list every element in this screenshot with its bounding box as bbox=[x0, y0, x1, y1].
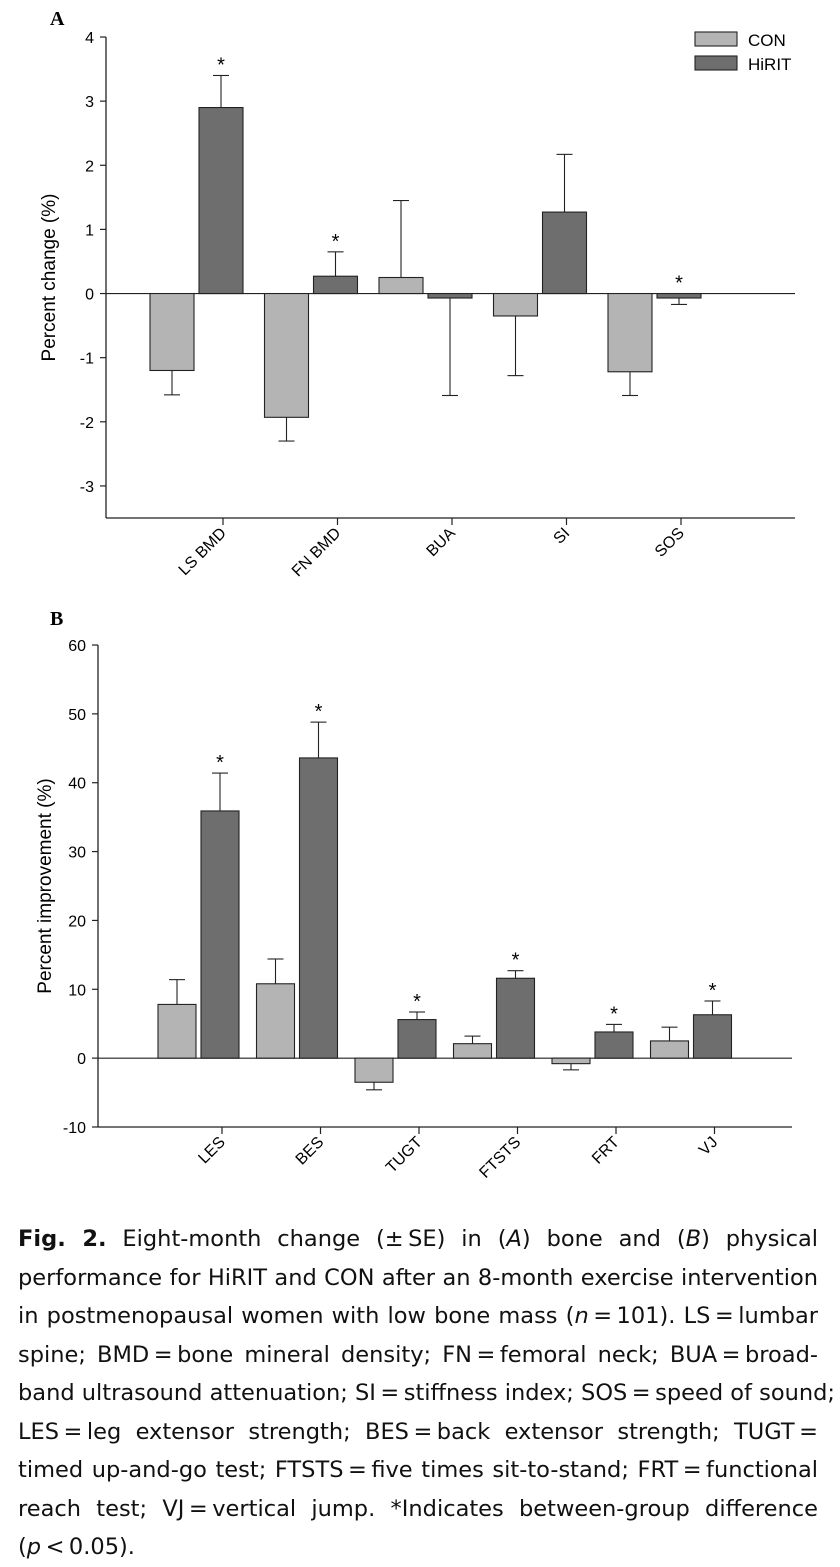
caption-line: Fig. 2. Eight-month change (± SE) in (A)… bbox=[18, 1226, 819, 1252]
x-tick-label: LS BMD bbox=[176, 525, 230, 579]
significance-marker: * bbox=[217, 54, 225, 76]
y-tick-label: 30 bbox=[68, 845, 86, 862]
x-tick-label: BUA bbox=[424, 525, 460, 561]
significance-marker: * bbox=[315, 701, 323, 723]
chart-b: B 60 50 40 30 20 10 0 -10 Percent improvement (%)… bbox=[35, 608, 792, 1182]
y-tick-label: -10 bbox=[63, 1120, 86, 1137]
x-tick-label: TUGT bbox=[383, 1134, 426, 1177]
significance-marker: * bbox=[512, 950, 520, 972]
caption-line: reach test; VJ = vertical jump. *Indicat… bbox=[18, 1495, 818, 1522]
bar-con bbox=[263, 292, 310, 418]
significance-marker: * bbox=[332, 231, 340, 253]
y-axis-label: Percent change (%) bbox=[39, 194, 60, 362]
y-tick-label: 1 bbox=[85, 222, 94, 239]
bar-hirit bbox=[427, 292, 473, 299]
caption-line: (p < 0.05). bbox=[18, 1534, 135, 1560]
x-tick-label: LES bbox=[195, 1134, 228, 1167]
bar-hirit bbox=[397, 1019, 437, 1059]
y-tick-label: -1 bbox=[80, 351, 94, 368]
y-tick-label: 2 bbox=[85, 158, 94, 175]
y-tick-label: 4 bbox=[85, 30, 94, 47]
bar-hirit bbox=[656, 292, 702, 299]
x-tick-label: SOS bbox=[652, 525, 688, 561]
x-tick-label: FN BMD bbox=[289, 525, 344, 580]
y-tick-label: 60 bbox=[68, 638, 86, 655]
panel-label: A bbox=[50, 8, 65, 30]
y-tick-label: 0 bbox=[85, 287, 94, 304]
chart-a: A 4 3 2 1 0 -1 -2 -3 Percent change (%) * LS BMD * FN… bbox=[39, 8, 795, 580]
panel-label: B bbox=[50, 608, 63, 630]
bar-con bbox=[649, 1040, 690, 1059]
bar-hirit bbox=[200, 810, 240, 1059]
caption-line: LES = leg extensor strength; BES = back … bbox=[18, 1418, 818, 1445]
y-tick-label: -2 bbox=[80, 415, 94, 432]
bar-hirit bbox=[312, 275, 359, 295]
legend-swatch bbox=[694, 31, 738, 47]
y-tick-label: 0 bbox=[77, 1051, 86, 1068]
bar-con bbox=[551, 1057, 591, 1065]
significance-marker: * bbox=[610, 1003, 618, 1025]
y-tick-label: 50 bbox=[68, 707, 86, 724]
x-tick-label: VJ bbox=[696, 1134, 721, 1159]
bar-con bbox=[452, 1043, 493, 1059]
bar-con bbox=[607, 292, 653, 373]
significance-marker: * bbox=[709, 980, 717, 1002]
y-axis-label: Percent improvement (%) bbox=[35, 778, 56, 993]
x-tick-label: FRT bbox=[589, 1134, 623, 1168]
bar-con bbox=[354, 1057, 394, 1083]
y-tick-label: 20 bbox=[68, 913, 86, 930]
y-tick-label: 10 bbox=[68, 982, 86, 999]
significance-marker: * bbox=[413, 991, 421, 1013]
bar-hirit bbox=[594, 1031, 634, 1059]
bar-con bbox=[492, 292, 539, 317]
bar-hirit bbox=[541, 211, 588, 295]
caption-line: in postmenopausal women with low bone ma… bbox=[18, 1303, 818, 1329]
caption-line: band ultrasound attenuation; SI = stiffn… bbox=[18, 1380, 835, 1406]
legend-label: CON bbox=[748, 31, 786, 50]
bar-con bbox=[255, 983, 296, 1059]
caption-line: timed up-and-go test; FTSTS = five times… bbox=[18, 1457, 818, 1483]
caption-line: performance for HiRIT and CON after an 8… bbox=[18, 1264, 818, 1291]
caption-line: spine; BMD = bone mineral density; FN = … bbox=[18, 1341, 818, 1368]
x-tick-label: FTSTS bbox=[476, 1134, 524, 1182]
x-tick-label: BES bbox=[293, 1134, 328, 1169]
bar-con bbox=[157, 1003, 197, 1059]
figure-caption: Fig. 2. Eight-month change (± SE) in (A)… bbox=[18, 1220, 835, 1567]
bar-con bbox=[149, 292, 195, 372]
bar-con bbox=[378, 276, 424, 295]
bar-hirit bbox=[298, 757, 339, 1059]
y-tick-label: 3 bbox=[85, 94, 94, 111]
significance-marker: * bbox=[216, 752, 224, 774]
y-tick-label: 40 bbox=[68, 776, 86, 793]
y-tick-label: -3 bbox=[80, 479, 94, 496]
caption-fig-label: Fig. 2. bbox=[18, 1226, 107, 1252]
legend-swatch bbox=[694, 55, 738, 71]
bar-hirit bbox=[495, 977, 536, 1059]
significance-marker: * bbox=[675, 273, 683, 295]
bar-hirit bbox=[692, 1014, 733, 1059]
x-tick-label: SI bbox=[551, 525, 574, 548]
legend-label: HiRIT bbox=[748, 55, 791, 74]
bar-hirit bbox=[198, 106, 244, 295]
